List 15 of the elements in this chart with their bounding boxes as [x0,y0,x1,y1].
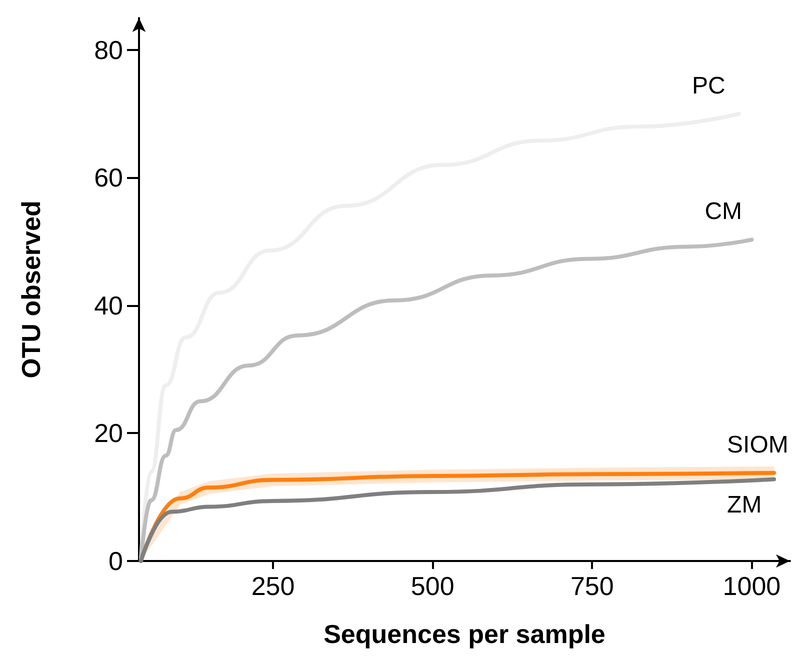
y-tick-label: 80 [94,34,123,65]
x-tick-label: 750 [570,571,614,601]
x-tick-label: 1000 [722,571,781,601]
series-label: SIOM [727,431,788,458]
series-label: CM [704,198,742,226]
y-tick-label: 0 [108,546,123,576]
series-label: ZM [727,492,762,519]
x-axis-title: Sequences per sample [324,619,606,649]
y-tick-label: 40 [94,290,123,320]
x-tick-label: 500 [410,571,454,601]
y-axis-title: OTU observed [16,200,46,378]
y-tick-label: 20 [94,418,123,448]
x-tick-label: 250 [251,571,295,601]
y-tick-label: 60 [94,162,123,193]
series-label: PC [692,72,726,100]
